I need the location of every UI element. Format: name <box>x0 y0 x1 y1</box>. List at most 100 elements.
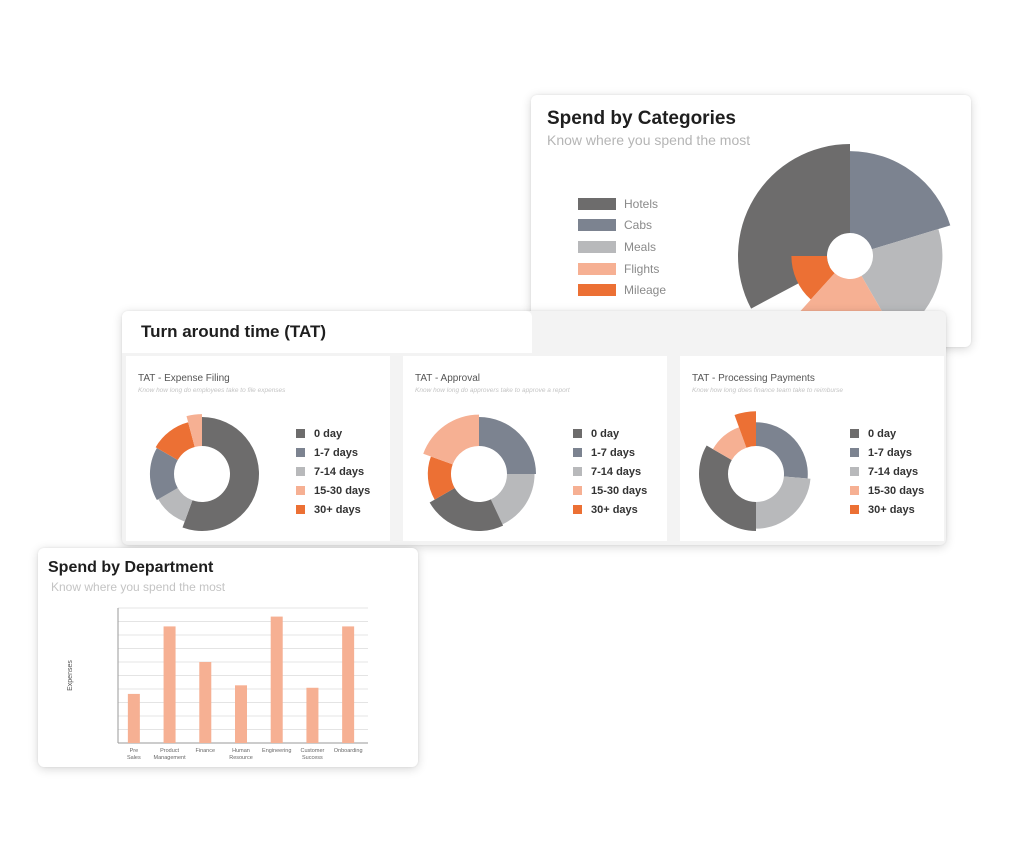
legend-item-15-30-days: 15-30 days <box>850 481 924 500</box>
legend-label: Hotels <box>624 196 659 211</box>
legend-item-7-14-days: 7-14 days <box>296 462 370 481</box>
donut-segment-15-30-days <box>712 427 747 460</box>
legend-label: Cabs <box>624 218 653 233</box>
panel-subtitle: Know how long do employees take to file … <box>138 387 286 394</box>
legend-swatch <box>296 505 305 514</box>
legend-item-1-7-days: 1-7 days <box>573 443 647 462</box>
legend-swatch <box>573 486 582 495</box>
spend-by-department-bar-chart: Expenses Pre Sales Product Management Finance… <box>67 607 368 761</box>
legend-item-7-14-days: 7-14 days <box>573 462 647 481</box>
legend-label: 30+ days <box>591 503 638 516</box>
legend-swatch <box>296 467 305 476</box>
legend-label: 30+ days <box>868 503 915 516</box>
donut-segment-0-day <box>429 488 504 531</box>
tat-processing-payments-panel: TAT - Processing Payments Know how long … <box>680 356 944 541</box>
tat-expense-filing-panel: TAT - Expense Filing Know how long do em… <box>126 356 390 541</box>
tat-legend: 0 day 1-7 days 7-14 days 15-30 days 30+ days <box>850 424 924 519</box>
x-tick-label: Engineering <box>262 748 291 754</box>
legend-label: 1-7 days <box>314 446 359 459</box>
legend-label: 1-7 days <box>591 446 636 459</box>
tat-legend: 0 day 1-7 days 7-14 days 15-30 days 30+ days <box>573 424 647 519</box>
x-tick-label: Human Resource <box>229 748 253 761</box>
donut-segment-30-days <box>427 456 455 500</box>
spend-by-department-title: Spend by Department <box>48 559 214 576</box>
legend-item-0-day: 0 day <box>573 424 647 443</box>
tat-legend: 0 day 1-7 days 7-14 days 15-30 days 30+ days <box>296 424 370 519</box>
legend-swatch <box>850 505 859 514</box>
bar-finance <box>199 662 212 743</box>
legend-label: 7-14 days <box>591 465 642 478</box>
legend-label: 1-7 days <box>868 446 913 459</box>
donut-segment-15-30-days <box>186 414 202 447</box>
legend-label: 0 day <box>591 427 620 440</box>
donut-segment-7-14-days <box>756 476 811 529</box>
donut-segment-1-7-days <box>756 422 808 479</box>
legend-label: 0 day <box>314 427 343 440</box>
legend-label: 30+ days <box>314 503 361 516</box>
legend-item-15-30-days: 15-30 days <box>296 481 370 500</box>
legend-swatch <box>578 262 616 275</box>
spend-by-categories-card: Spend by Categories Know where you spend… <box>531 95 971 347</box>
polar-slice-mileage <box>791 256 835 300</box>
panel-title: TAT - Expense Filing <box>138 373 230 384</box>
legend-item-meals: Meals <box>578 236 666 258</box>
legend-swatch <box>578 240 616 253</box>
legend-item-0-day: 0 day <box>850 424 924 443</box>
bar-pre-sales <box>127 693 140 743</box>
legend-label: 7-14 days <box>314 465 365 478</box>
spend-by-categories-legend: Hotels Cabs Meals Flights Mileage <box>578 193 666 301</box>
legend-label: Meals <box>624 239 657 254</box>
legend-item-30-days: 30+ days <box>850 500 924 519</box>
legend-swatch <box>573 448 582 457</box>
x-tick-label: Finance <box>195 748 215 754</box>
legend-swatch <box>573 467 582 476</box>
legend-item-30-days: 30+ days <box>296 500 370 519</box>
legend-item-1-7-days: 1-7 days <box>850 443 924 462</box>
bar-onboarding <box>342 626 355 743</box>
donut-segment-15-30-days <box>423 414 479 465</box>
legend-swatch <box>573 505 582 514</box>
x-tick-label: Pre Sales <box>127 748 141 761</box>
spend-by-department-card: Spend by Department Know where you spend… <box>38 548 418 767</box>
legend-swatch <box>296 486 305 495</box>
bar-product-management <box>163 626 176 743</box>
legend-label: Mileage <box>624 283 667 298</box>
donut-segment-7-14-days <box>490 474 535 525</box>
donut-segment-7-14-days <box>158 488 193 522</box>
legend-swatch <box>850 467 859 476</box>
legend-swatch <box>573 429 582 438</box>
spend-by-categories-subtitle: Know where you spend the most <box>547 132 751 148</box>
bar-customer-success <box>306 687 319 743</box>
tat-expense-filing-donut <box>149 414 259 531</box>
legend-label: Flights <box>624 261 660 276</box>
tat-title: Turn around time (TAT) <box>141 322 327 341</box>
legend-label: 7-14 days <box>868 465 919 478</box>
legend-label: 15-30 days <box>868 484 925 497</box>
legend-item-7-14-days: 7-14 days <box>850 462 924 481</box>
panel-subtitle: Know how long does finance team take to … <box>692 387 844 394</box>
bar-human-resource <box>235 685 247 743</box>
legend-swatch <box>850 486 859 495</box>
donut-segment-0-day <box>699 445 756 531</box>
tat-approval-panel: TAT - Approval Know how long do approver… <box>403 356 667 541</box>
spend-by-department-subtitle: Know where you spend the most <box>51 580 226 594</box>
x-tick-label: Onboarding <box>334 748 363 754</box>
spend-by-categories-title: Spend by Categories <box>547 108 736 129</box>
legend-item-30-days: 30+ days <box>573 500 647 519</box>
legend-swatch <box>578 284 616 297</box>
legend-swatch <box>578 219 616 232</box>
panel-subtitle: Know how long do approvers take to appro… <box>415 387 570 394</box>
legend-label: 15-30 days <box>591 484 648 497</box>
bar-engineering <box>270 616 283 743</box>
legend-item-hotels: Hotels <box>578 193 666 215</box>
tat-approval-donut <box>423 414 536 531</box>
legend-item-flights: Flights <box>578 258 666 280</box>
donut-segment-30-days <box>734 411 756 448</box>
panel-title: TAT - Processing Payments <box>692 373 815 384</box>
legend-swatch <box>296 429 305 438</box>
y-axis-label: Expenses <box>67 660 74 691</box>
legend-label: 15-30 days <box>314 484 371 497</box>
legend-item-1-7-days: 1-7 days <box>296 443 370 462</box>
legend-label: 0 day <box>868 427 897 440</box>
